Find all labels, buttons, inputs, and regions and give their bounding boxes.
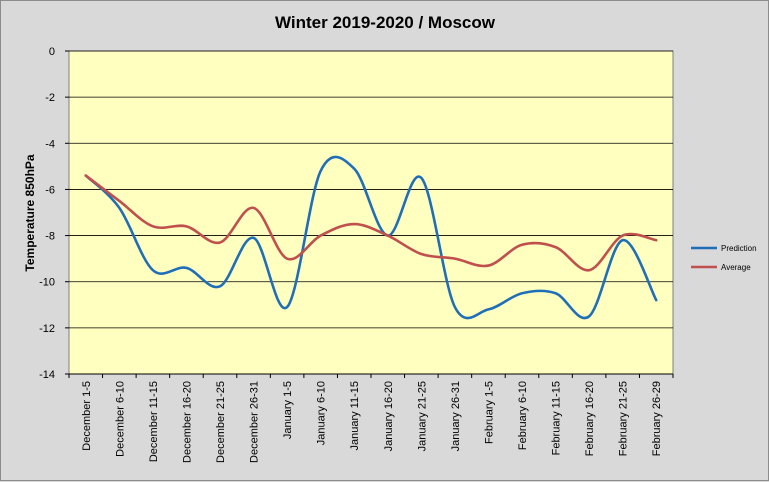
series-line-prediction [84,155,658,320]
x-tick-label: February 11-15 [551,381,563,455]
y-tick-label: -14 [39,369,55,381]
x-tick-label: January 11-15 [349,381,361,451]
x-tick-label: January 6-10 [316,381,328,445]
y-tick-label: 0 [49,46,55,58]
legend-label: Prediction [721,244,757,253]
x-tick-label: December 21-25 [215,381,227,463]
x-tick-label: February 21-25 [618,381,630,456]
x-tick-label: December 11-15 [148,381,160,462]
x-tick-label: February 1-5 [483,381,495,444]
chart-title: Winter 2019-2020 / Moscow [275,13,496,32]
y-tick-label: -4 [45,138,55,150]
x-tick-label: February 6-10 [517,381,529,450]
legend-label: Average [721,263,751,272]
x-tick-label: February 16-20 [584,381,596,456]
x-tick-label: December 1-5 [81,381,93,451]
x-tick-label: December 16-20 [181,381,193,463]
y-tick-label: -8 [45,231,55,243]
x-tick-label: December 26-31 [249,381,261,463]
x-tick-label: December 6-10 [114,381,126,457]
x-tick-label: January 21-25 [416,381,428,451]
y-axis-label: Temperature 850hPa [23,154,37,271]
x-tick-label: February 26-29 [651,381,663,456]
x-tick-label: January 1-5 [282,381,294,439]
y-tick-label: -6 [45,184,55,196]
x-tick-label: January 26-31 [450,381,462,451]
y-axis-ticks: 0 -2 -4 -6 -8 -10 -12 -14 [39,46,69,381]
plot-area [68,50,674,375]
x-axis-ticks: December 1-5 December 6-10 December 11-15 D… [68,373,674,463]
legend: Prediction Average [691,244,757,272]
y-tick-label: -2 [45,92,55,104]
gridlines [69,50,673,375]
y-tick-label: -10 [39,277,55,289]
y-tick-label: -12 [39,323,55,335]
series-lines [84,155,658,320]
x-tick-label: January 16-20 [383,381,395,451]
series-line-average [84,174,658,272]
